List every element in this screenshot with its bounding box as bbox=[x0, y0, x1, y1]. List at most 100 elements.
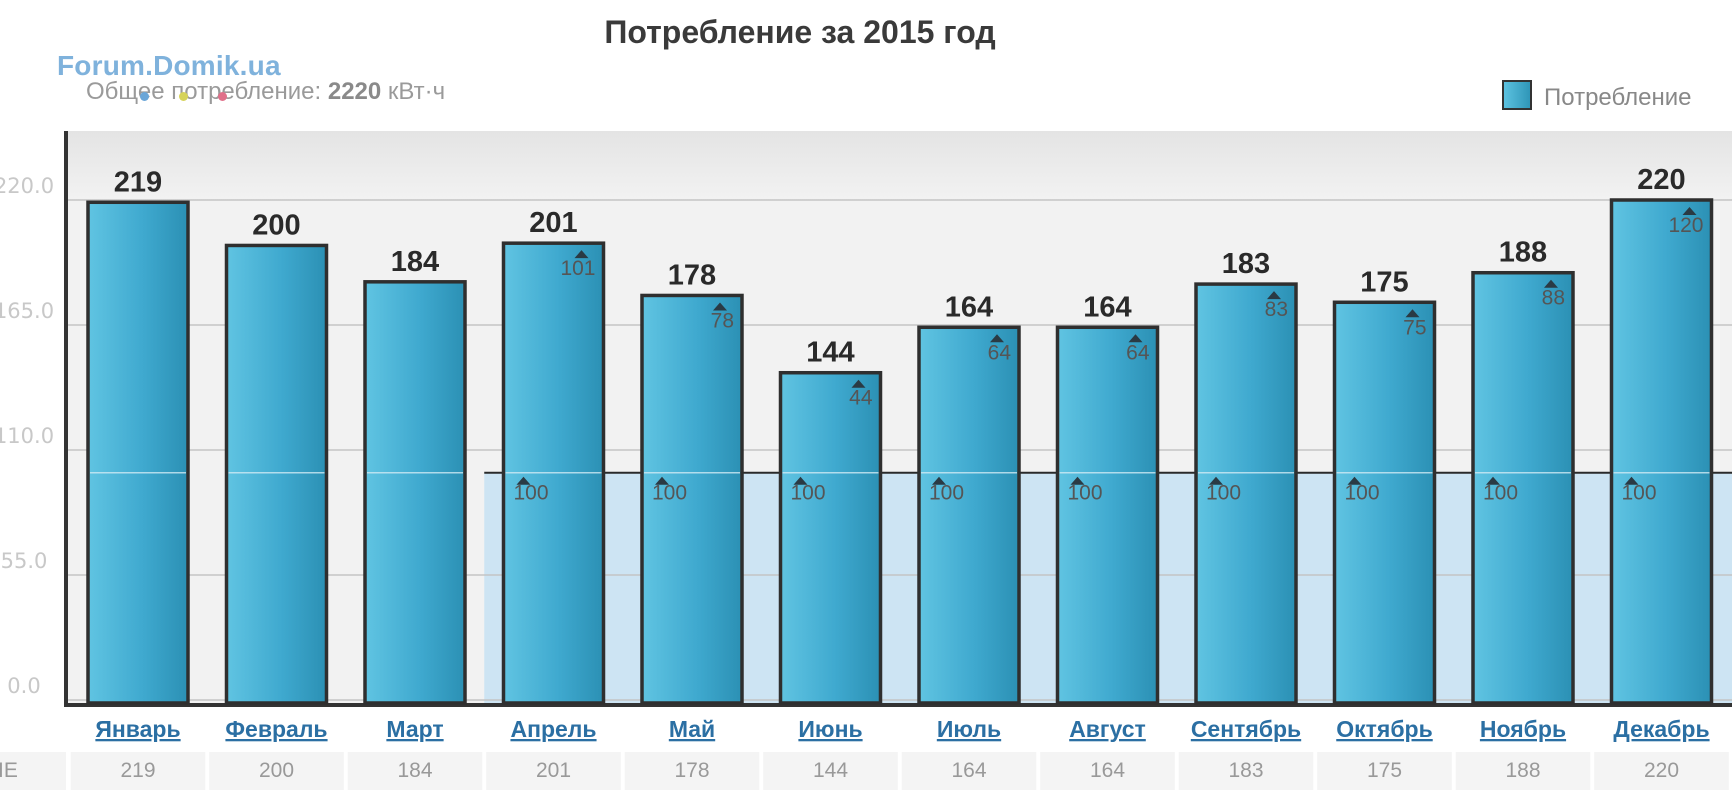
category-link[interactable]: Апрель bbox=[510, 716, 596, 742]
bar-value-label: 164 bbox=[1083, 291, 1131, 323]
triangle-marker-icon bbox=[574, 250, 589, 259]
bar[interactable] bbox=[917, 325, 1021, 705]
table-cell-value: 220 bbox=[1644, 759, 1679, 782]
chart-title: Потребление за 2015 год bbox=[604, 14, 996, 50]
bar[interactable] bbox=[86, 200, 190, 705]
table-cell-value: 188 bbox=[1505, 759, 1540, 782]
lower-marker-label: 100 bbox=[1483, 482, 1518, 505]
bar[interactable] bbox=[640, 293, 744, 705]
category-link[interactable]: Июнь bbox=[798, 716, 862, 742]
pink-dot-icon bbox=[218, 92, 227, 101]
upper-marker-label: 120 bbox=[1668, 214, 1703, 237]
bar[interactable] bbox=[1332, 300, 1437, 705]
triangle-marker-icon bbox=[1405, 309, 1420, 318]
triangle-marker-icon bbox=[516, 476, 531, 485]
lower-marker-label: 100 bbox=[929, 482, 964, 505]
table-cell bbox=[763, 752, 898, 790]
y-axis bbox=[64, 131, 68, 705]
category-link[interactable]: Март bbox=[386, 716, 443, 742]
table-cell-value: 184 bbox=[397, 759, 432, 782]
legend[interactable]: Потребление bbox=[1502, 80, 1732, 114]
yellow-dot-icon bbox=[179, 92, 188, 101]
upper-marker-label: 75 bbox=[1403, 316, 1426, 339]
legend-swatch-icon bbox=[1502, 80, 1532, 110]
legend-label: Потребление bbox=[1544, 84, 1692, 111]
category-link[interactable]: Октябрь bbox=[1336, 716, 1432, 742]
lower-marker-label: 100 bbox=[1068, 482, 1103, 505]
category-link[interactable]: Сентябрь bbox=[1191, 716, 1301, 742]
triangle-marker-icon bbox=[1267, 291, 1281, 300]
table-cell-value: 178 bbox=[674, 759, 709, 782]
bar[interactable] bbox=[1194, 282, 1298, 705]
bar-value-label: 219 bbox=[114, 166, 162, 198]
triangle-marker-icon bbox=[655, 476, 669, 485]
upper-marker-label: 44 bbox=[849, 387, 873, 410]
triangle-marker-icon bbox=[1544, 279, 1558, 288]
table-cell-value: 164 bbox=[1090, 759, 1125, 782]
category-link[interactable]: Февраль bbox=[225, 716, 327, 742]
lower-marker-label: 100 bbox=[1206, 482, 1241, 505]
bar-value-label: 201 bbox=[529, 207, 577, 239]
table-row-header bbox=[0, 752, 66, 790]
blue-dot-icon bbox=[140, 92, 149, 101]
upper-marker-label: 64 bbox=[1126, 341, 1150, 364]
table-cell-value: 219 bbox=[120, 759, 155, 782]
y-tick-label: 220.0 bbox=[0, 174, 54, 198]
total-label: Общее потребление: bbox=[86, 78, 322, 105]
y-tick-label: 0.0 bbox=[7, 674, 40, 698]
triangle-marker-icon bbox=[1347, 476, 1362, 485]
table-cell bbox=[1178, 752, 1314, 790]
category-link[interactable]: Январь bbox=[95, 716, 180, 742]
table-cell-value: 164 bbox=[951, 759, 986, 782]
category-link[interactable]: Август bbox=[1069, 716, 1146, 742]
upper-marker-label: 83 bbox=[1265, 298, 1288, 321]
total-consumption: Общее потребление: 2220 кВт·ч bbox=[86, 78, 445, 106]
table-cell bbox=[624, 752, 760, 790]
table-cell bbox=[1455, 752, 1591, 790]
triangle-marker-icon bbox=[932, 476, 946, 485]
bar-value-label: 178 bbox=[668, 259, 716, 291]
x-axis bbox=[64, 703, 1732, 707]
category-link[interactable]: Декабрь bbox=[1613, 716, 1709, 742]
triangle-marker-icon bbox=[1209, 476, 1223, 485]
bar-value-label: 188 bbox=[1499, 237, 1547, 269]
upper-marker-label: 78 bbox=[711, 309, 734, 332]
lower-marker-label: 100 bbox=[514, 482, 549, 505]
y-tick-label: 165.0 bbox=[0, 299, 54, 323]
table-cell-value: 175 bbox=[1367, 759, 1402, 782]
table-cell bbox=[1317, 752, 1452, 790]
bar-value-label: 175 bbox=[1360, 266, 1408, 298]
bar[interactable] bbox=[1609, 198, 1714, 705]
upper-marker-label: 101 bbox=[560, 257, 595, 280]
category-link[interactable]: Ноябрь bbox=[1480, 716, 1566, 742]
table-cell bbox=[1594, 752, 1729, 790]
bar-value-label: 184 bbox=[391, 246, 439, 278]
bar-value-label: 200 bbox=[252, 209, 300, 241]
table-cell-value: 200 bbox=[259, 759, 294, 782]
total-unit: кВт·ч bbox=[387, 78, 446, 105]
table-cell-value: 144 bbox=[813, 759, 848, 782]
category-link[interactable]: Июль bbox=[937, 716, 1001, 742]
bar[interactable] bbox=[1055, 325, 1160, 705]
total-value: 2220 bbox=[327, 78, 382, 105]
triangle-marker-icon bbox=[851, 379, 866, 388]
lower-marker-label: 100 bbox=[791, 482, 826, 505]
color-dots bbox=[140, 88, 257, 106]
table-cell bbox=[1040, 752, 1175, 790]
bar[interactable] bbox=[778, 370, 883, 705]
table-cell-value: 183 bbox=[1228, 759, 1263, 782]
bar[interactable] bbox=[224, 243, 329, 705]
triangle-marker-icon bbox=[990, 334, 1004, 343]
bar-value-label: 220 bbox=[1637, 164, 1685, 196]
bar[interactable] bbox=[363, 280, 467, 705]
table-cell bbox=[347, 752, 483, 790]
bar[interactable] bbox=[1471, 270, 1575, 705]
triangle-marker-icon bbox=[1486, 476, 1500, 485]
watermark-logo: Forum.Domik.ua bbox=[57, 50, 281, 81]
category-link[interactable]: Май bbox=[669, 716, 715, 742]
bar-value-label: 144 bbox=[806, 337, 854, 369]
y-tick-label: 110.0 bbox=[0, 424, 54, 448]
triangle-marker-icon bbox=[1070, 476, 1085, 485]
triangle-marker-icon bbox=[1624, 476, 1639, 485]
